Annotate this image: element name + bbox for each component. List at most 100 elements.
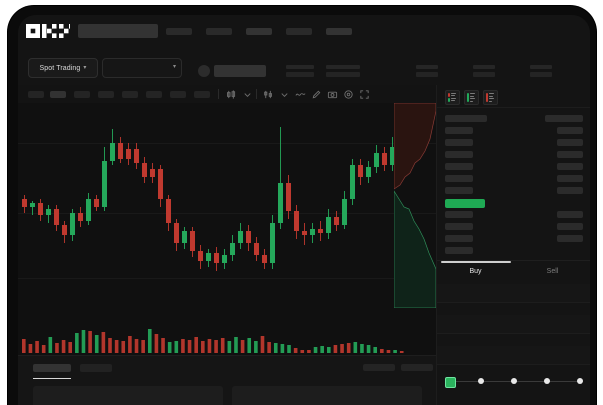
orderbook-row-left[interactable]	[445, 151, 473, 158]
orderbook-row-right[interactable]	[557, 163, 583, 170]
order-field-1[interactable]	[437, 284, 590, 303]
orderbook-row-left[interactable]	[445, 163, 473, 170]
order-form-tabs: Buy Sell	[437, 260, 590, 285]
orderbook-row-right[interactable]	[545, 115, 583, 122]
stat-block-2	[326, 65, 360, 77]
okx-logo[interactable]	[26, 24, 70, 38]
timeframe-5[interactable]	[122, 91, 138, 98]
search-input[interactable]	[78, 24, 158, 38]
nav-item-1[interactable]	[166, 28, 192, 35]
timeframe-8[interactable]	[194, 91, 210, 98]
chevron-down-icon: ▾	[83, 65, 87, 71]
slider-node-100[interactable]	[577, 378, 583, 384]
pair-select-dropdown[interactable]: ▾	[102, 58, 182, 78]
orderbook-row-right[interactable]	[557, 139, 583, 146]
order-field-2[interactable]	[437, 315, 590, 334]
stat-block-5	[530, 65, 552, 77]
bottom-card-1[interactable]	[33, 386, 223, 405]
pair-name	[214, 65, 266, 77]
active-tab-indicator	[33, 378, 71, 379]
nav-item-2[interactable]	[206, 28, 232, 35]
stat-label	[473, 65, 495, 69]
orderbook-row-right[interactable]	[557, 151, 583, 158]
stat-value	[473, 72, 495, 77]
timeframe-7[interactable]	[170, 91, 186, 98]
toolbar-divider	[256, 89, 257, 99]
slider-node-25[interactable]	[478, 378, 484, 384]
order-field-3[interactable]	[437, 346, 590, 365]
chart-gridline	[18, 278, 436, 279]
coin-avatar	[198, 65, 210, 77]
orderbook-row-left[interactable]	[445, 247, 473, 254]
chevron-down-icon[interactable]	[242, 89, 253, 100]
trading-mode-dropdown[interactable]: Spot Trading ▾	[28, 58, 98, 78]
orderbook-row-right[interactable]	[557, 211, 583, 218]
orderbook-divider	[437, 107, 590, 108]
orderbook-row-left[interactable]	[445, 187, 473, 194]
timeframe-2[interactable]	[50, 91, 66, 98]
orderbook-view-modes	[445, 90, 498, 105]
orderbook-row-left[interactable]	[445, 127, 473, 134]
orderbook-row-right[interactable]	[557, 175, 583, 182]
slider-node-75[interactable]	[544, 378, 550, 384]
stat-block-3	[416, 65, 438, 77]
slider-handle[interactable]	[445, 377, 456, 388]
candlestick-series	[22, 127, 403, 271]
bottom-tab-2[interactable]	[80, 364, 112, 372]
camera-icon[interactable]	[327, 89, 338, 100]
nav-item-3[interactable]	[246, 28, 272, 35]
chart-gridline	[18, 143, 436, 144]
price-chart[interactable]	[18, 103, 436, 355]
orderbook-row-left[interactable]	[445, 223, 473, 230]
orderbook-current-price-row[interactable]	[445, 199, 485, 208]
slider-node-50[interactable]	[511, 378, 517, 384]
depth-overlay	[394, 103, 436, 308]
chart-gridline	[18, 213, 436, 214]
orderbook-row-right[interactable]	[557, 235, 583, 242]
bottom-card-2[interactable]	[232, 386, 422, 405]
fullscreen-icon[interactable]	[359, 89, 370, 100]
stat-value	[416, 72, 438, 77]
chevron-down-icon[interactable]	[279, 89, 290, 100]
stat-label	[326, 65, 360, 69]
timeframe-3[interactable]	[74, 91, 90, 98]
tab-buy[interactable]: Buy	[469, 268, 482, 275]
orderbook-mode-bids[interactable]	[464, 90, 479, 105]
orderbook-row-left[interactable]	[445, 211, 473, 218]
stat-value	[530, 72, 552, 77]
wave-icon[interactable]	[295, 89, 306, 100]
top-navigation-bar	[18, 15, 590, 49]
orderbook-mode-both[interactable]	[445, 90, 460, 105]
candlestick-icon[interactable]	[226, 89, 237, 100]
nav-item-5[interactable]	[326, 28, 352, 35]
bottom-panel	[18, 355, 436, 405]
orderbook-row-left[interactable]	[445, 175, 473, 182]
timeframe-6[interactable]	[146, 91, 162, 98]
nav-item-4[interactable]	[286, 28, 312, 35]
stat-label	[286, 65, 314, 69]
orderbook-panel: Buy Sell	[436, 85, 590, 405]
settings-icon[interactable]	[343, 89, 354, 100]
indicator-icon[interactable]	[263, 89, 274, 100]
orderbook-row-right[interactable]	[557, 187, 583, 194]
orderbook-mode-asks[interactable]	[483, 90, 498, 105]
orderbook-row-right[interactable]	[557, 223, 583, 230]
bottom-action-2[interactable]	[401, 364, 433, 371]
device-screen: Spot Trading ▾ ▾	[18, 15, 590, 405]
timeframe-4[interactable]	[98, 91, 114, 98]
orderbook-row-left[interactable]	[445, 235, 473, 242]
stat-block-1	[286, 65, 314, 77]
tab-sell[interactable]: Sell	[546, 268, 559, 275]
active-tab-indicator	[441, 261, 511, 263]
bottom-action-1[interactable]	[363, 364, 395, 371]
timeframe-1[interactable]	[28, 91, 44, 98]
amount-slider[interactable]	[445, 377, 583, 388]
orderbook-row-right[interactable]	[557, 127, 583, 134]
bottom-tab-1[interactable]	[33, 364, 71, 372]
orderbook-row-left[interactable]	[445, 115, 487, 122]
chart-toolbar	[18, 85, 436, 104]
pencil-icon[interactable]	[311, 89, 322, 100]
orderbook-row-left[interactable]	[445, 139, 473, 146]
trading-mode-label: Spot Trading	[39, 65, 81, 72]
